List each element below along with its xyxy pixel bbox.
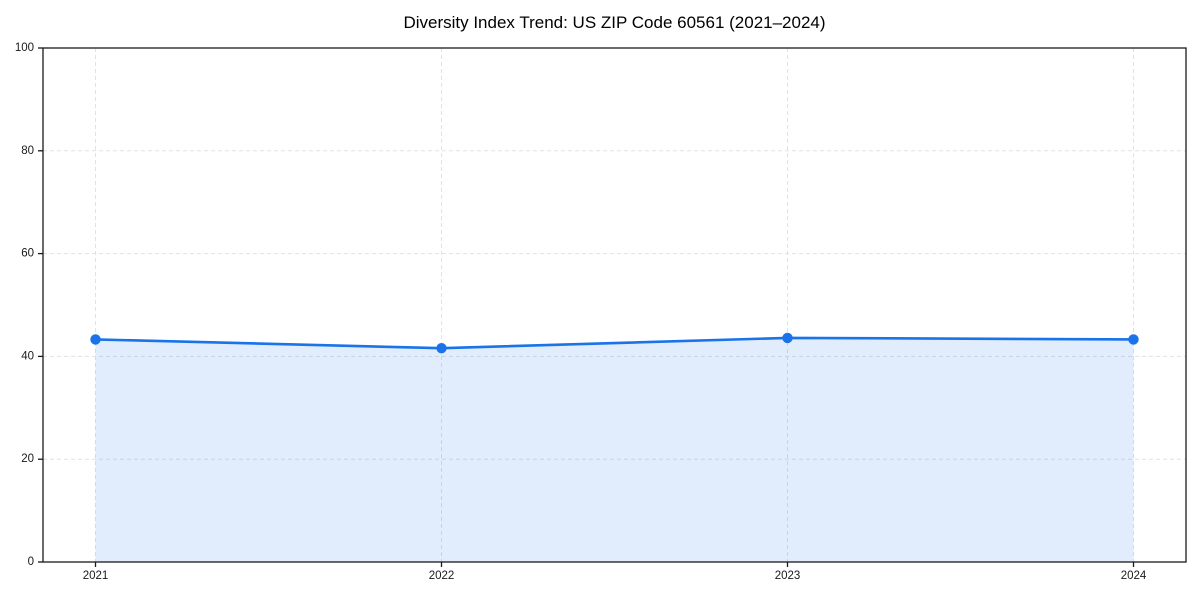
data-point-2023 xyxy=(782,332,793,344)
x-tick-label: 2021 xyxy=(83,570,109,582)
x-tick-label: 2024 xyxy=(1121,570,1147,582)
x-tick-label: 2023 xyxy=(775,570,801,582)
chart-title: Diversity Index Trend: US ZIP Code 60561… xyxy=(403,13,826,32)
y-tick-label: 80 xyxy=(21,145,34,157)
x-tick-label: 2022 xyxy=(429,570,455,582)
y-tick-label: 20 xyxy=(21,453,34,465)
plot-border xyxy=(42,47,1187,563)
data-point-2022 xyxy=(436,342,447,354)
trend-line xyxy=(94,336,1135,350)
y-tick-label: 0 xyxy=(28,556,34,568)
y-tick-label: 100 xyxy=(15,42,34,54)
area-fill xyxy=(95,337,1134,562)
y-tick-label: 60 xyxy=(21,248,34,260)
data-point-2021 xyxy=(90,334,101,345)
y-tick-label: 40 xyxy=(21,350,34,362)
data-point-2024 xyxy=(1128,334,1139,345)
